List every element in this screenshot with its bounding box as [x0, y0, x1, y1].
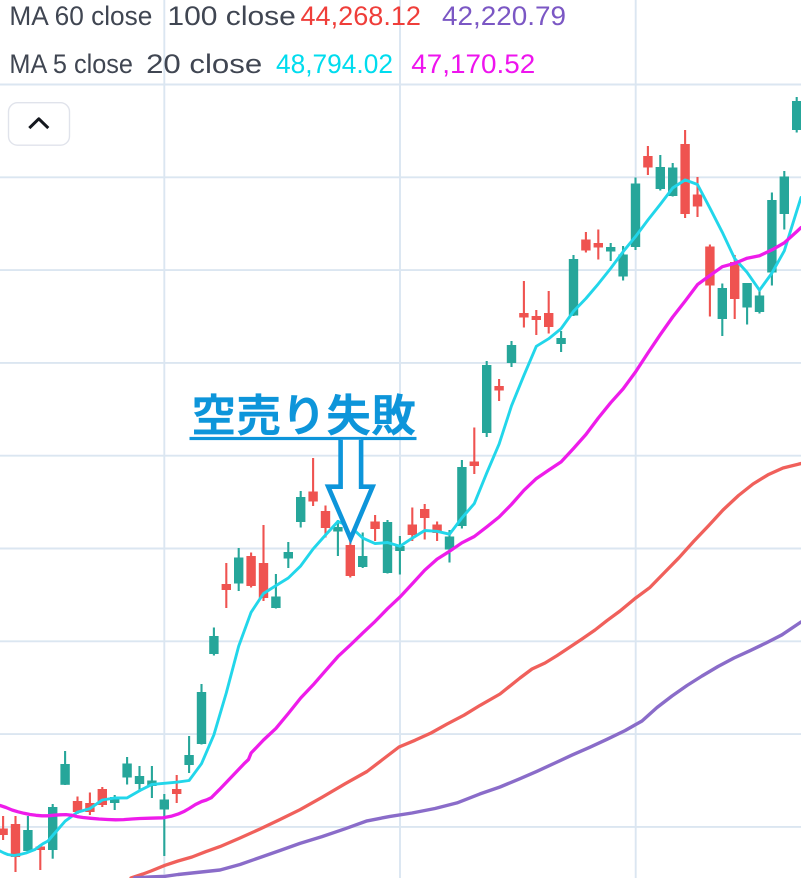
svg-text:48,794.02: 48,794.02 — [276, 49, 393, 79]
svg-text:MA 5 close: MA 5 close — [9, 49, 133, 79]
svg-text:44,268.12: 44,268.12 — [301, 1, 422, 31]
svg-text:MA 60 close: MA 60 close — [9, 1, 152, 31]
svg-text:47,170.52: 47,170.52 — [411, 49, 535, 79]
svg-text:100 close: 100 close — [167, 1, 296, 31]
svg-text:42,220.79: 42,220.79 — [442, 1, 566, 31]
svg-text:20 close: 20 close — [146, 49, 262, 79]
